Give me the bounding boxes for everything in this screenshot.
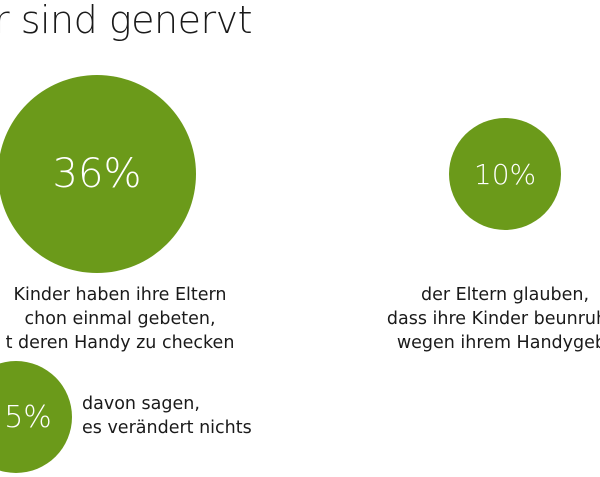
caption-line: dass ihre Kinder beunruhig — [386, 309, 600, 329]
stat-circle-5: 5% — [0, 361, 72, 473]
stat-value: 36% — [52, 151, 142, 197]
stat-value: 5% — [4, 399, 52, 435]
caption-line: chon einmal gebeten, — [24, 309, 216, 329]
caption-line: es verändert nichts — [82, 418, 252, 438]
caption-line: wegen ihrem Handygebr — [396, 333, 600, 353]
stat-circle-36: 36% — [0, 75, 196, 273]
caption-line: Kinder haben ihre Eltern — [13, 285, 227, 305]
stat-value: 10% — [473, 157, 537, 191]
stat-circle-10: 10% — [449, 118, 561, 230]
caption-line: davon sagen, — [82, 394, 200, 414]
caption-line: t deren Handy zu checken — [5, 333, 235, 353]
stat-caption-davon: davon sagen, es verändert nichts — [82, 392, 252, 440]
stat-caption-eltern: der Eltern glauben, dass ihre Kinder beu… — [340, 283, 600, 355]
page-title: r sind genervt — [0, 0, 253, 42]
caption-line: der Eltern glauben, — [420, 285, 590, 305]
stat-caption-kinder: Kinder haben ihre Eltern chon einmal geb… — [0, 283, 280, 355]
